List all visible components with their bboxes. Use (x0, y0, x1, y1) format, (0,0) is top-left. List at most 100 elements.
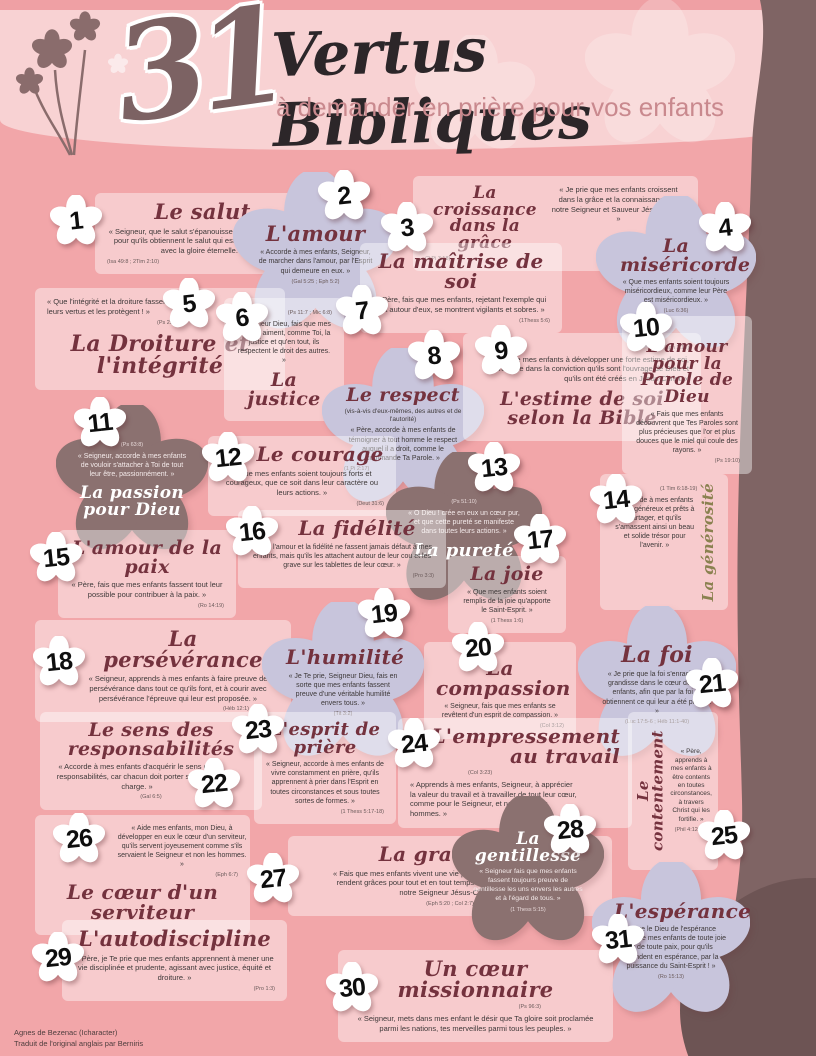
verse-ref: (Luc 17:5-6 ; Héb 11:1-40) (624, 718, 690, 725)
virtue-prayer: « Apprends à mes enfants, Seigneur, à ap… (410, 779, 577, 819)
virtue-title: Le cœur d'un serviteur (66, 880, 219, 924)
virtue-title: Le courage (256, 442, 384, 466)
virtue-prayer: « O Dieu ! crée en eux un cœur pur, et q… (408, 509, 520, 536)
number-badge: 18 (33, 636, 85, 688)
virtue-item-serviteur: 26 « Aide mes enfants, mon Dieu, à dével… (35, 813, 250, 936)
virtue-item-misericorde: 4 La miséricorde « Que mes enfants soien… (596, 196, 756, 356)
virtue-title: La foi (621, 641, 693, 668)
virtue-prayer: « Fais que mes enfants découvrent que Te… (636, 410, 738, 454)
virtue-prayer: « Que l'amour et la fidélité ne fassent … (252, 543, 432, 569)
number-badge: 2 (318, 170, 370, 222)
virtue-title: Le contentement (634, 730, 667, 852)
badge-number: 18 (44, 646, 74, 677)
verse-ref: (Pro 1:3) (253, 985, 275, 992)
number-badge: 6 (216, 292, 268, 344)
virtue-title: La croissance dans la grâce (433, 183, 537, 253)
virtue-title: L'espérance (614, 898, 752, 923)
virtue-prayer: « Père, fais que mes enfants fassent tou… (71, 580, 223, 599)
verse-ref: (Luc 6:36) (663, 308, 689, 315)
virtue-title: L'humilité (286, 645, 405, 670)
virtue-prayer: « Père, je Te prie que mes enfants appre… (75, 953, 274, 983)
credit-line: Agnes de Bezenac (Icharacter) (14, 1028, 118, 1037)
virtue-title: La persévérance (103, 626, 263, 672)
badge-number: 25 (709, 820, 739, 851)
virtue-item-maitrise: 7 La maîtrise de soi « Père, fais que me… (336, 243, 562, 337)
virtue-item-contentement: 25 Le contentement « Père, apprends à me… (628, 712, 750, 870)
badge-number: 19 (369, 598, 399, 629)
virtue-title: La compassion (436, 656, 571, 700)
credit-line: Traduit de l'original anglais par Bernir… (14, 1038, 144, 1048)
verse-ref: (1Thess 5:6) (519, 317, 550, 324)
virtue-item-gentillesse: 28 La gentillesse « Seigneur fais que me… (452, 796, 604, 948)
badge-number: 22 (199, 768, 229, 799)
virtue-prayer: « Seigneur, accorde à mes enfants de viv… (266, 761, 384, 805)
virtue-item-responsabilites: 22 Le sens des responsabilités « Accorde… (40, 712, 262, 811)
number-badge: 24 (388, 718, 440, 770)
badge-number: 5 (181, 288, 197, 319)
virtue-title: La maîtrise de soi (378, 249, 544, 293)
virtue-item-paix: 15 L'amour de la paix « Père, fais que m… (30, 530, 236, 619)
big-number: 31 (106, 0, 290, 154)
badge-number: 26 (64, 823, 94, 854)
virtue-prayer: « Seigneur, accorde à mes enfants de vou… (77, 453, 187, 479)
badge-number: 20 (463, 632, 493, 663)
number-badge: 26 (53, 813, 105, 865)
virtue-title: La joie (470, 563, 544, 585)
virtue-title: La justice (247, 369, 321, 410)
verse-ref: (Phil 4:12-13) (674, 827, 708, 834)
number-badge: 21 (686, 658, 738, 710)
verse-ref: (Deut 31:6) (356, 500, 384, 507)
virtue-item-joie: 17 La joie « Que mes enfants soient remp… (448, 514, 566, 634)
virtue-item-autodiscipline: 29 L'autodiscipline « Père, je Te prie q… (32, 920, 287, 1002)
verse-ref: (Ps 19:10) (714, 458, 740, 465)
badge-number: 27 (258, 863, 288, 894)
number-badge: 30 (326, 962, 378, 1014)
virtue-item-passion: 11 (Ps 63:8) « Seigneur, accorde à mes e… (56, 397, 208, 557)
virtue-item-missionnaire: 30 Un cœur missionnaire (Ps 96:3) « Seig… (326, 950, 613, 1043)
number-badge: 12 (202, 432, 254, 484)
badge-number: 29 (43, 942, 73, 973)
top-strip (0, 0, 816, 12)
virtue-prayer: « Père, fais que mes enfants, rejetant l… (375, 295, 547, 314)
virtue-prayer: « Je prie que la foi s'enracine et grand… (602, 671, 712, 715)
virtue-prayer: « Que l'intégrité et la droiture fassent… (47, 297, 201, 316)
verse-ref: (Gal 6:5) (140, 794, 162, 801)
page-subtitle: à demander en prière pour vos enfants (276, 92, 725, 122)
virtue-item-priere: 23 L'esprit de prière « Seigneur, accord… (232, 704, 396, 825)
virtue-item-perseverance: 18 La persévérance « Seigneur, apprends … (33, 620, 291, 722)
badge-number: 1 (68, 205, 84, 236)
virtue-prayer: « Accorde à mes enfants d'acquérir le se… (56, 762, 218, 791)
virtue-title: La passion pour Dieu (79, 483, 185, 520)
number-badge: 11 (74, 397, 126, 449)
number-badge: 16 (226, 506, 278, 558)
virtue-title: Le sens des responsabilités (67, 719, 235, 760)
badge-number: 9 (493, 335, 509, 366)
badge-number: 2 (336, 180, 352, 211)
verse-ref: (Eph 6:7) (215, 872, 238, 879)
badge-number: 13 (479, 452, 509, 483)
virtue-title: L'amour (265, 220, 366, 246)
number-badge: 25 (698, 810, 750, 862)
virtue-item-compassion: 20 La compassion « Seigneur, fais que me… (424, 622, 576, 739)
verse-ref: (Isa 49:8 ; 2Tim 2:10) (107, 258, 160, 265)
virtue-prayer: « Accorde à mes enfants d'être généreux … (614, 496, 695, 550)
verse-ref: (Ps 11:7 ; Mic 6:8) (287, 310, 332, 316)
virtue-prayer: « Seigneur, apprends à mes enfants à fai… (88, 674, 268, 703)
badge-number: 8 (426, 340, 442, 371)
virtue-prayer: « Fais que mes enfants vivent une vie pl… (332, 868, 568, 898)
verse-ref: (Ps 25:21) (157, 319, 183, 326)
virtue-title: L'amour pour la Parole de Dieu (640, 337, 734, 407)
verse-ref: (Ps 63:8) (120, 442, 144, 449)
verse-ref: (Héb 12:1) (223, 706, 249, 713)
badge-number: 24 (399, 728, 429, 759)
badge-number: 7 (354, 295, 370, 326)
verse-ref: (2 Pi 3:18) (425, 255, 451, 262)
virtue-item-purete: 13 (Ps 51:10) « O Dieu ! crée en eux un … (386, 442, 542, 608)
virtue-item-generosite: 14 (1 Tim 6:18-19) « Accorde à mes enfan… (590, 474, 728, 611)
virtue-item-travail: 24 L'empressement au travail (Col 3:23) … (388, 718, 632, 828)
number-badge: 17 (514, 514, 566, 566)
virtue-prayer: « Aide mes enfants à développer une fort… (490, 354, 689, 384)
number-badge: 3 (381, 202, 433, 254)
number-badge: 5 (163, 278, 215, 330)
virtue-title: La générosité (699, 483, 718, 602)
